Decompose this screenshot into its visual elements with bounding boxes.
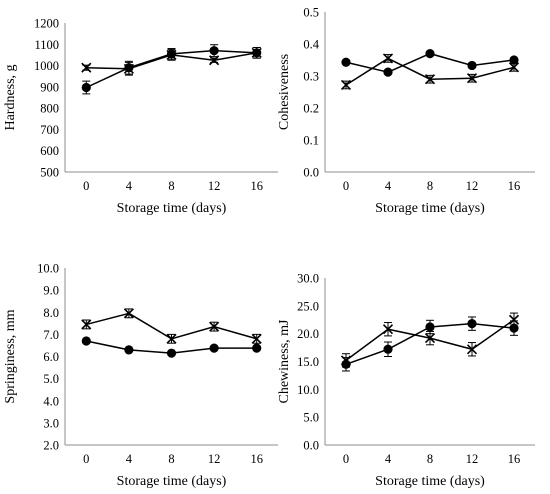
chewiness-series-cross-point [340, 355, 352, 366]
springiness-y-tick-label: 3.0 [43, 416, 59, 430]
cohesiveness-chart: 0.0 0.1 0.2 0.3 0.4 0.5 0 4 8 12 16 Storage time (d… [277, 6, 535, 216]
cohesiveness-x-tick-label: 12 [466, 179, 479, 193]
chewiness-y-tick-label: 0.0 [303, 439, 319, 453]
chewiness-series-circle-point [425, 322, 435, 332]
springiness-series-cross-point [81, 319, 92, 330]
hardness-y-tick-label: 1000 [34, 59, 59, 73]
chewiness-series-cross-point [508, 314, 520, 325]
springiness-series-circle-point [81, 336, 91, 346]
hardness-y-tick-label: 800 [40, 102, 59, 116]
springiness-y-tick-label: 7.0 [43, 328, 59, 342]
hardness-x-axis-title: Storage time (days) [117, 201, 227, 216]
springiness-x-tick-label: 16 [250, 452, 263, 466]
chewiness-x-tick-label: 12 [466, 452, 479, 466]
cohesiveness-series-circle-point [467, 60, 477, 71]
hardness-y-tick-label: 600 [40, 144, 59, 158]
chewiness-x-tick-label: 8 [427, 452, 433, 466]
springiness-series-circle-point [209, 343, 219, 353]
cohesiveness-y-tick-label: 0.1 [303, 134, 319, 148]
chewiness-y-tick-label: 10.0 [297, 383, 319, 397]
springiness-y-tick-label: 8.0 [43, 306, 59, 320]
cohesiveness-series-circle-point [425, 49, 435, 59]
springiness-series-circle-point [124, 345, 134, 355]
hardness-y-axis-title: Hardness, g [3, 64, 18, 130]
chewiness-series-circle-point [509, 323, 519, 333]
chewiness-series-cross-point [466, 344, 478, 355]
hardness-y-tick-label: 500 [40, 166, 59, 180]
hardness-series-circle-point [81, 82, 91, 93]
cohesiveness-x-axis-title: Storage time (days) [375, 201, 485, 216]
cohesiveness-series-circle-point [341, 57, 351, 67]
springiness-x-tick-label: 12 [208, 452, 221, 466]
springiness-x-tick-label: 8 [168, 452, 174, 466]
cohesiveness-y-tick-label: 0.0 [303, 166, 319, 180]
chewiness-series-circle-point [383, 344, 393, 354]
cohesiveness-y-tick-label: 0.4 [303, 38, 319, 52]
cohesiveness-series-cross-point [508, 62, 520, 73]
hardness-x-tick-label: 8 [168, 179, 174, 193]
hardness-x-tick-label: 16 [250, 179, 263, 193]
cohesiveness-x-tick-label: 4 [385, 179, 392, 193]
chewiness-x-tick-label: 16 [508, 452, 521, 466]
cohesiveness-series-cross-point [424, 74, 436, 85]
chewiness-series-circle-point [467, 319, 477, 329]
springiness-x-axis-title: Storage time (days) [117, 474, 227, 489]
cohesiveness-series-cross-point [382, 53, 394, 64]
hardness-series-cross-point [209, 55, 220, 66]
hardness-x-tick-label: 4 [126, 179, 133, 193]
springiness-y-tick-label: 10.0 [37, 262, 59, 276]
springiness-y-axis-title: Springiness, mm [3, 309, 18, 403]
springiness-chart: 2.0 3.0 4.0 5.0 6.0 7.0 8.0 9.0 10.0 0 4 8 12 16 Stora… [3, 262, 278, 489]
springiness-y-tick-label: 5.0 [43, 372, 59, 386]
hardness-series-cross-point [81, 62, 92, 73]
chewiness-series-cross-point [424, 333, 436, 344]
cohesiveness-y-tick-label: 0.3 [303, 70, 319, 84]
springiness-series-circle-point [166, 348, 177, 358]
cohesiveness-x-tick-label: 8 [427, 179, 433, 193]
hardness-series-cross-point [166, 49, 177, 60]
springiness-y-tick-label: 4.0 [43, 394, 59, 408]
chewiness-x-axis-title: Storage time (days) [375, 474, 485, 489]
cohesiveness-y-tick-label: 0.2 [303, 102, 319, 116]
cohesiveness-series-circle-point [509, 55, 519, 65]
chewiness-chart: 0.0 5.0 10.0 15.0 20.0 25.0 30.0 0 4 8 12 16 Storage… [277, 272, 535, 489]
chewiness-y-tick-label: 15.0 [297, 355, 319, 369]
springiness-y-tick-label: 6.0 [43, 350, 59, 364]
cohesiveness-series-cross-point [466, 73, 478, 84]
chewiness-y-tick-label: 20.0 [297, 327, 319, 341]
chewiness-x-tick-label: 0 [343, 452, 349, 466]
hardness-series-cross-point [123, 63, 134, 74]
cohesiveness-x-tick-label: 16 [508, 179, 521, 193]
hardness-y-tick-label: 1100 [34, 38, 59, 52]
cohesiveness-series-cross-point [340, 79, 352, 91]
springiness-x-tick-label: 0 [83, 452, 89, 466]
cohesiveness-y-tick-label: 0.5 [303, 6, 319, 20]
springiness-y-tick-label: 2.0 [43, 439, 59, 453]
hardness-x-tick-label: 0 [83, 179, 89, 193]
springiness-x-tick-label: 4 [126, 452, 133, 466]
springiness-series-cross-point [251, 333, 262, 344]
springiness-series-circle-point [252, 343, 262, 353]
springiness-series-cross-point [123, 308, 134, 319]
springiness-series-cross-point [166, 333, 177, 344]
chewiness-y-tick-label: 5.0 [303, 411, 319, 425]
cohesiveness-x-tick-label: 0 [343, 179, 349, 193]
springiness-y-tick-label: 9.0 [43, 284, 59, 298]
cohesiveness-series-circle-point [383, 67, 393, 77]
hardness-series-cross-point [251, 47, 262, 58]
hardness-y-tick-label: 700 [40, 123, 59, 137]
chewiness-y-axis-title: Chewiness, mJ [277, 319, 292, 404]
hardness-chart: 500 600 700 800 900 1000 1100 1200 0 4 8 12 16 Storag… [3, 17, 278, 216]
cohesiveness-y-axis-title: Cohesiveness [277, 54, 292, 130]
hardness-y-tick-label: 900 [40, 80, 59, 94]
chewiness-y-tick-label: 25.0 [297, 299, 319, 313]
hardness-series-circle-point [209, 46, 219, 56]
chewiness-x-tick-label: 4 [385, 452, 392, 466]
chewiness-y-tick-label: 30.0 [297, 272, 319, 286]
chewiness-series-cross-point [382, 324, 394, 335]
springiness-series-cross-point [209, 321, 220, 332]
hardness-x-tick-label: 12 [208, 179, 221, 193]
hardness-y-tick-label: 1200 [34, 17, 59, 31]
